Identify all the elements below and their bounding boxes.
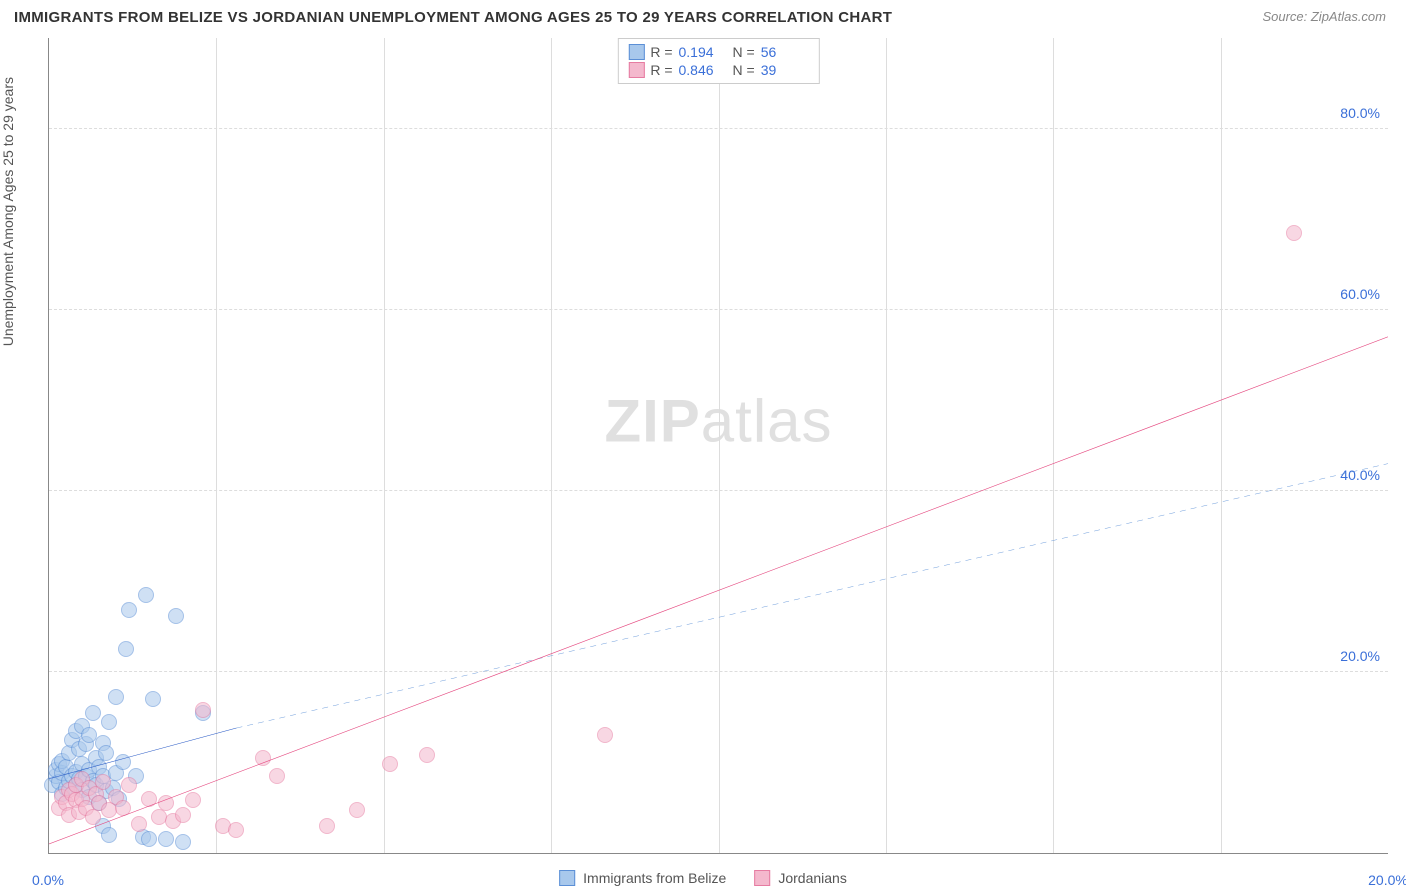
scatter-point (419, 747, 435, 763)
scatter-point (269, 768, 285, 784)
y-tick-label: 60.0% (1340, 286, 1380, 302)
correlation-stats-row: R = 0.846 N = 39 (628, 61, 808, 79)
x-tick-label: 0.0% (32, 872, 64, 888)
scatter-point (115, 800, 131, 816)
scatter-point (349, 802, 365, 818)
x-tick-label: 20.0% (1368, 872, 1406, 888)
stat-n-label: N = (733, 62, 755, 78)
grid-line (216, 38, 217, 853)
scatter-point (158, 795, 174, 811)
scatter-chart: ZIPatlas 20.0% 40.0% 60.0% 80.0% R = 0.194 N =… (48, 38, 1388, 854)
stat-n-label: N = (733, 44, 755, 60)
source-value: ZipAtlas.com (1311, 9, 1386, 24)
scatter-point (138, 587, 154, 603)
source-attribution: Source: ZipAtlas.com (1262, 8, 1386, 26)
chart-title: IMMIGRANTS FROM BELIZE VS JORDANIAN UNEM… (14, 9, 892, 26)
legend-item: Jordanians (754, 870, 847, 886)
scatter-point (145, 691, 161, 707)
y-axis-label: Unemployment Among Ages 25 to 29 years (0, 77, 16, 346)
scatter-point (597, 727, 613, 743)
scatter-point (115, 754, 131, 770)
correlation-stats-box: R = 0.194 N = 56 R = 0.846 N = 39 (617, 38, 819, 84)
scatter-point (1286, 225, 1302, 241)
scatter-point (228, 822, 244, 838)
legend-label: Immigrants from Belize (583, 870, 726, 886)
legend-swatch (628, 44, 644, 60)
scatter-point (141, 791, 157, 807)
scatter-point (175, 807, 191, 823)
stat-r-label: R = (650, 62, 672, 78)
watermark-bold: ZIP (604, 388, 700, 455)
scatter-point (185, 792, 201, 808)
scatter-point (382, 756, 398, 772)
source-label: Source: (1262, 9, 1310, 24)
scatter-point (101, 827, 117, 843)
legend-swatch (628, 62, 644, 78)
legend-swatch (559, 870, 575, 886)
scatter-point (175, 834, 191, 850)
scatter-point (118, 641, 134, 657)
bottom-legend: Immigrants from Belize Jordanians (559, 870, 847, 886)
stat-r-value: 0.846 (679, 62, 727, 78)
scatter-point (168, 608, 184, 624)
grid-line (719, 38, 720, 853)
grid-line (551, 38, 552, 853)
scatter-point (108, 689, 124, 705)
stat-n-value: 39 (761, 62, 809, 78)
stat-r-value: 0.194 (679, 44, 727, 60)
scatter-point (101, 714, 117, 730)
scatter-point (85, 705, 101, 721)
y-tick-label: 80.0% (1340, 105, 1380, 121)
stat-n-value: 56 (761, 44, 809, 60)
legend-label: Jordanians (778, 870, 847, 886)
grid-line (886, 38, 887, 853)
scatter-point (121, 777, 137, 793)
scatter-point (255, 750, 271, 766)
scatter-point (195, 702, 211, 718)
legend-item: Immigrants from Belize (559, 870, 726, 886)
legend-swatch (754, 870, 770, 886)
scatter-point (158, 831, 174, 847)
y-tick-label: 40.0% (1340, 467, 1380, 483)
watermark-rest: atlas (701, 388, 833, 455)
grid-line (1053, 38, 1054, 853)
stat-r-label: R = (650, 44, 672, 60)
scatter-point (131, 816, 147, 832)
scatter-point (121, 602, 137, 618)
correlation-stats-row: R = 0.194 N = 56 (628, 43, 808, 61)
trend-line-dashed (236, 464, 1388, 728)
y-tick-label: 20.0% (1340, 648, 1380, 664)
scatter-point (98, 745, 114, 761)
scatter-point (95, 774, 111, 790)
grid-line (384, 38, 385, 853)
grid-line (1221, 38, 1222, 853)
scatter-point (319, 818, 335, 834)
scatter-point (141, 831, 157, 847)
